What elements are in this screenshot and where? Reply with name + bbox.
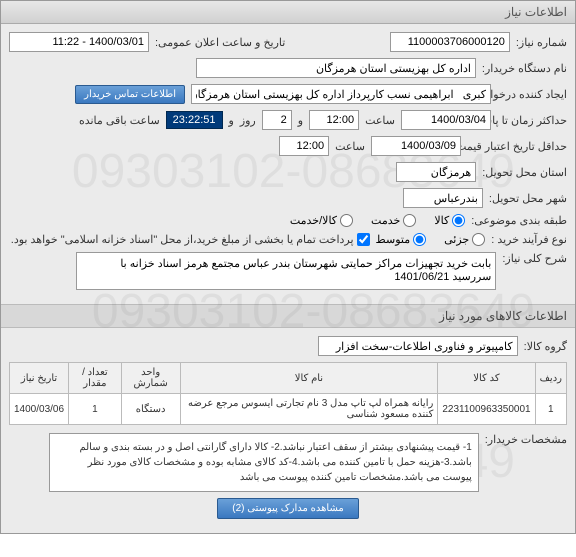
- group-label: گروه کالا:: [524, 340, 567, 353]
- payment-checkbox-input[interactable]: [357, 233, 370, 246]
- radio-mid-label: متوسط: [376, 233, 411, 246]
- deadline-label: حداکثر زمان تا پاسخ:: [497, 114, 567, 127]
- desc-textarea[interactable]: [76, 252, 496, 290]
- row-creator: ایجاد کننده درخواست: اطلاعات تماس خریدار: [9, 84, 567, 104]
- payment-note: پرداخت تمام یا بخشی از مبلغ خرید،از محل …: [11, 233, 354, 246]
- radio-service-input[interactable]: [403, 214, 416, 227]
- table-row: 1 2231100963350001 رایانه همراه لپ تاپ م…: [10, 394, 567, 425]
- creator-label: ایجاد کننده درخواست:: [497, 88, 567, 101]
- radio-low-label: جزئی: [444, 233, 469, 246]
- validity-label: حداقل تاریخ اعتبار قیمت: تا تاریخ:: [467, 140, 567, 153]
- buyer-org-input[interactable]: [196, 58, 476, 78]
- days-input[interactable]: [262, 110, 292, 130]
- radio-low[interactable]: جزئی: [444, 233, 485, 246]
- row-city: شهر محل تحویل:: [9, 188, 567, 208]
- row-deadline: حداکثر زمان تا پاسخ: ساعت و روز و 23:22:…: [9, 110, 567, 130]
- city-label: شهر محل تحویل:: [489, 192, 567, 205]
- cell-row: 1: [535, 394, 566, 425]
- validity-hour-input[interactable]: [279, 136, 329, 156]
- radio-both-input[interactable]: [340, 214, 353, 227]
- buyer-desc-box: 1- قیمت پیشنهادی بیشتر از سقف اعتبار نبا…: [49, 433, 479, 492]
- row-attachments: مشاهده مدارک پیوستی (2): [9, 498, 567, 519]
- row-need-number: شماره نیاز: تاریخ و ساعت اعلان عمومی:: [9, 32, 567, 52]
- cell-date: 1400/03/06: [10, 394, 69, 425]
- buyer-desc-label: مشخصات خریدار:: [485, 433, 567, 446]
- cell-unit: دستگاه: [121, 394, 180, 425]
- radio-low-input[interactable]: [472, 233, 485, 246]
- creator-input[interactable]: [191, 84, 491, 104]
- province-input[interactable]: [396, 162, 476, 182]
- radio-goods-input[interactable]: [452, 214, 465, 227]
- th-date: تاریخ نیاز: [10, 363, 69, 394]
- info-panel: اطلاعات نیاز 09303102-08683649 09303102-…: [0, 0, 576, 534]
- radio-both-label: کالا/خدمت: [290, 214, 337, 227]
- table-header-row: ردیف کد کالا نام کالا واحد شمارش تعداد /…: [10, 363, 567, 394]
- row-grouping: طبقه بندی موضوعی: کالا خدمت کالا/خدمت: [9, 214, 567, 227]
- province-label: استان محل تحویل:: [482, 166, 567, 179]
- cell-name: رایانه همراه لپ تاپ مدل 3 نام تجارتی ایس…: [180, 394, 438, 425]
- radio-goods-label: کالا: [434, 214, 449, 227]
- radio-service-label: خدمت: [371, 214, 400, 227]
- items-body: گروه کالا: ردیف کد کالا نام کالا واحد شم…: [1, 328, 575, 533]
- items-section-header: اطلاعات کالاهای مورد نیاز: [1, 304, 575, 328]
- hour-label-1: ساعت: [365, 114, 395, 127]
- group-input[interactable]: [318, 336, 518, 356]
- radio-both[interactable]: کالا/خدمت: [290, 214, 353, 227]
- attachments-button[interactable]: مشاهده مدارک پیوستی (2): [217, 498, 359, 519]
- th-name: نام کالا: [180, 363, 438, 394]
- need-number-input[interactable]: [390, 32, 510, 52]
- th-qty: تعداد / مقدار: [69, 363, 122, 394]
- countdown-timer: 23:22:51: [166, 111, 223, 129]
- row-province: استان محل تحویل:: [9, 162, 567, 182]
- payment-checkbox[interactable]: پرداخت تمام یا بخشی از مبلغ خرید،از محل …: [11, 233, 370, 246]
- announce-label: تاریخ و ساعت اعلان عمومی:: [155, 36, 285, 49]
- row-buyer-desc: مشخصات خریدار: 1- قیمت پیشنهادی بیشتر از…: [9, 433, 567, 492]
- grouping-label: طبقه بندی موضوعی:: [471, 214, 567, 227]
- contact-button[interactable]: اطلاعات تماس خریدار: [75, 85, 185, 104]
- radio-service[interactable]: خدمت: [371, 214, 416, 227]
- process-radio-group: جزئی متوسط: [376, 233, 486, 246]
- items-table: ردیف کد کالا نام کالا واحد شمارش تعداد /…: [9, 362, 567, 425]
- city-input[interactable]: [403, 188, 483, 208]
- radio-mid[interactable]: متوسط: [376, 233, 427, 246]
- remaining-label: ساعت باقی مانده: [79, 114, 160, 127]
- grouping-radio-group: کالا خدمت کالا/خدمت: [290, 214, 465, 227]
- and-label: و: [298, 114, 303, 127]
- and-label-2: و: [229, 114, 234, 127]
- buyer-org-label: نام دستگاه خریدار:: [482, 62, 567, 75]
- deadline-date-input[interactable]: [401, 110, 491, 130]
- hour-label-2: ساعت: [335, 140, 365, 153]
- row-desc: شرح کلی نیاز:: [9, 252, 567, 290]
- panel-title: اطلاعات نیاز: [1, 1, 575, 24]
- validity-date-input[interactable]: [371, 136, 461, 156]
- row-buyer-org: نام دستگاه خریدار:: [9, 58, 567, 78]
- cell-qty: 1: [69, 394, 122, 425]
- th-code: کد کالا: [438, 363, 535, 394]
- th-unit: واحد شمارش: [121, 363, 180, 394]
- cell-code: 2231100963350001: [438, 394, 535, 425]
- form-body: 09303102-08683649 09303102-08683649 0930…: [1, 24, 575, 304]
- desc-label: شرح کلی نیاز:: [502, 252, 567, 265]
- radio-goods[interactable]: کالا: [434, 214, 465, 227]
- process-label: نوع فرآیند خرید :: [491, 233, 567, 246]
- row-group: گروه کالا:: [9, 336, 567, 356]
- deadline-hour-input[interactable]: [309, 110, 359, 130]
- row-process: نوع فرآیند خرید : جزئی متوسط پرداخت تمام…: [9, 233, 567, 246]
- th-row: ردیف: [535, 363, 566, 394]
- radio-mid-input[interactable]: [413, 233, 426, 246]
- need-number-label: شماره نیاز:: [516, 36, 567, 49]
- announce-input[interactable]: [9, 32, 149, 52]
- row-validity: حداقل تاریخ اعتبار قیمت: تا تاریخ: ساعت: [9, 136, 567, 156]
- day-label: روز: [240, 114, 256, 127]
